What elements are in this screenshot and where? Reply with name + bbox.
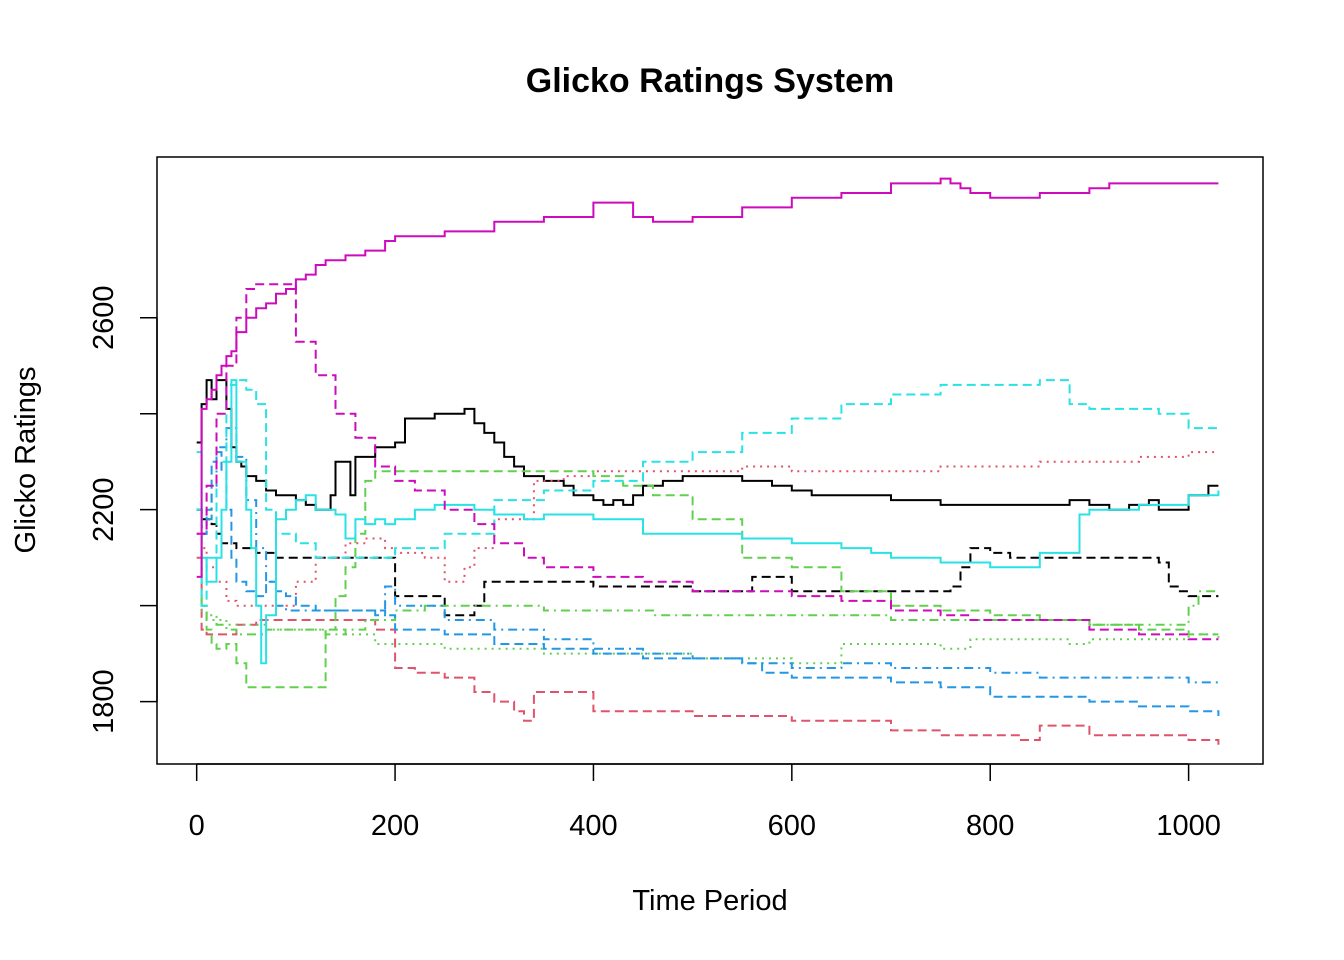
x-axis-label: Time Period xyxy=(632,885,787,917)
x-tick-label: 1000 xyxy=(1156,810,1221,842)
series-line-5 xyxy=(196,470,1219,689)
series-line-11 xyxy=(196,379,1219,607)
series-line-6 xyxy=(196,508,1219,636)
y-axis: 1800 2200 2600 xyxy=(88,285,158,734)
series-line-13 xyxy=(196,283,1219,641)
y-tick-label: 1800 xyxy=(88,669,120,734)
series-layer xyxy=(196,177,1220,745)
x-tick-label: 200 xyxy=(371,810,419,842)
y-axis-label: Glicko Ratings xyxy=(10,367,42,554)
y-tick-label: 2200 xyxy=(88,477,120,542)
series-line-2 xyxy=(196,508,1219,617)
series-line-10 xyxy=(196,379,1220,665)
x-tick-label: 600 xyxy=(768,810,816,842)
y-tick-label: 2600 xyxy=(88,285,120,350)
series-line-8 xyxy=(196,451,1220,716)
x-axis: 0 200 400 600 800 1000 xyxy=(189,763,1221,842)
series-line-12 xyxy=(196,177,1219,578)
x-tick-label: 800 xyxy=(966,810,1014,842)
series-line-9 xyxy=(196,427,1219,684)
series-line-3 xyxy=(196,556,1220,745)
plot-frame xyxy=(156,156,1264,765)
chart-title: Glicko Ratings System xyxy=(526,62,894,100)
x-tick-label: 0 xyxy=(189,810,205,842)
x-tick-label: 400 xyxy=(569,810,617,842)
series-line-1 xyxy=(196,379,1219,511)
